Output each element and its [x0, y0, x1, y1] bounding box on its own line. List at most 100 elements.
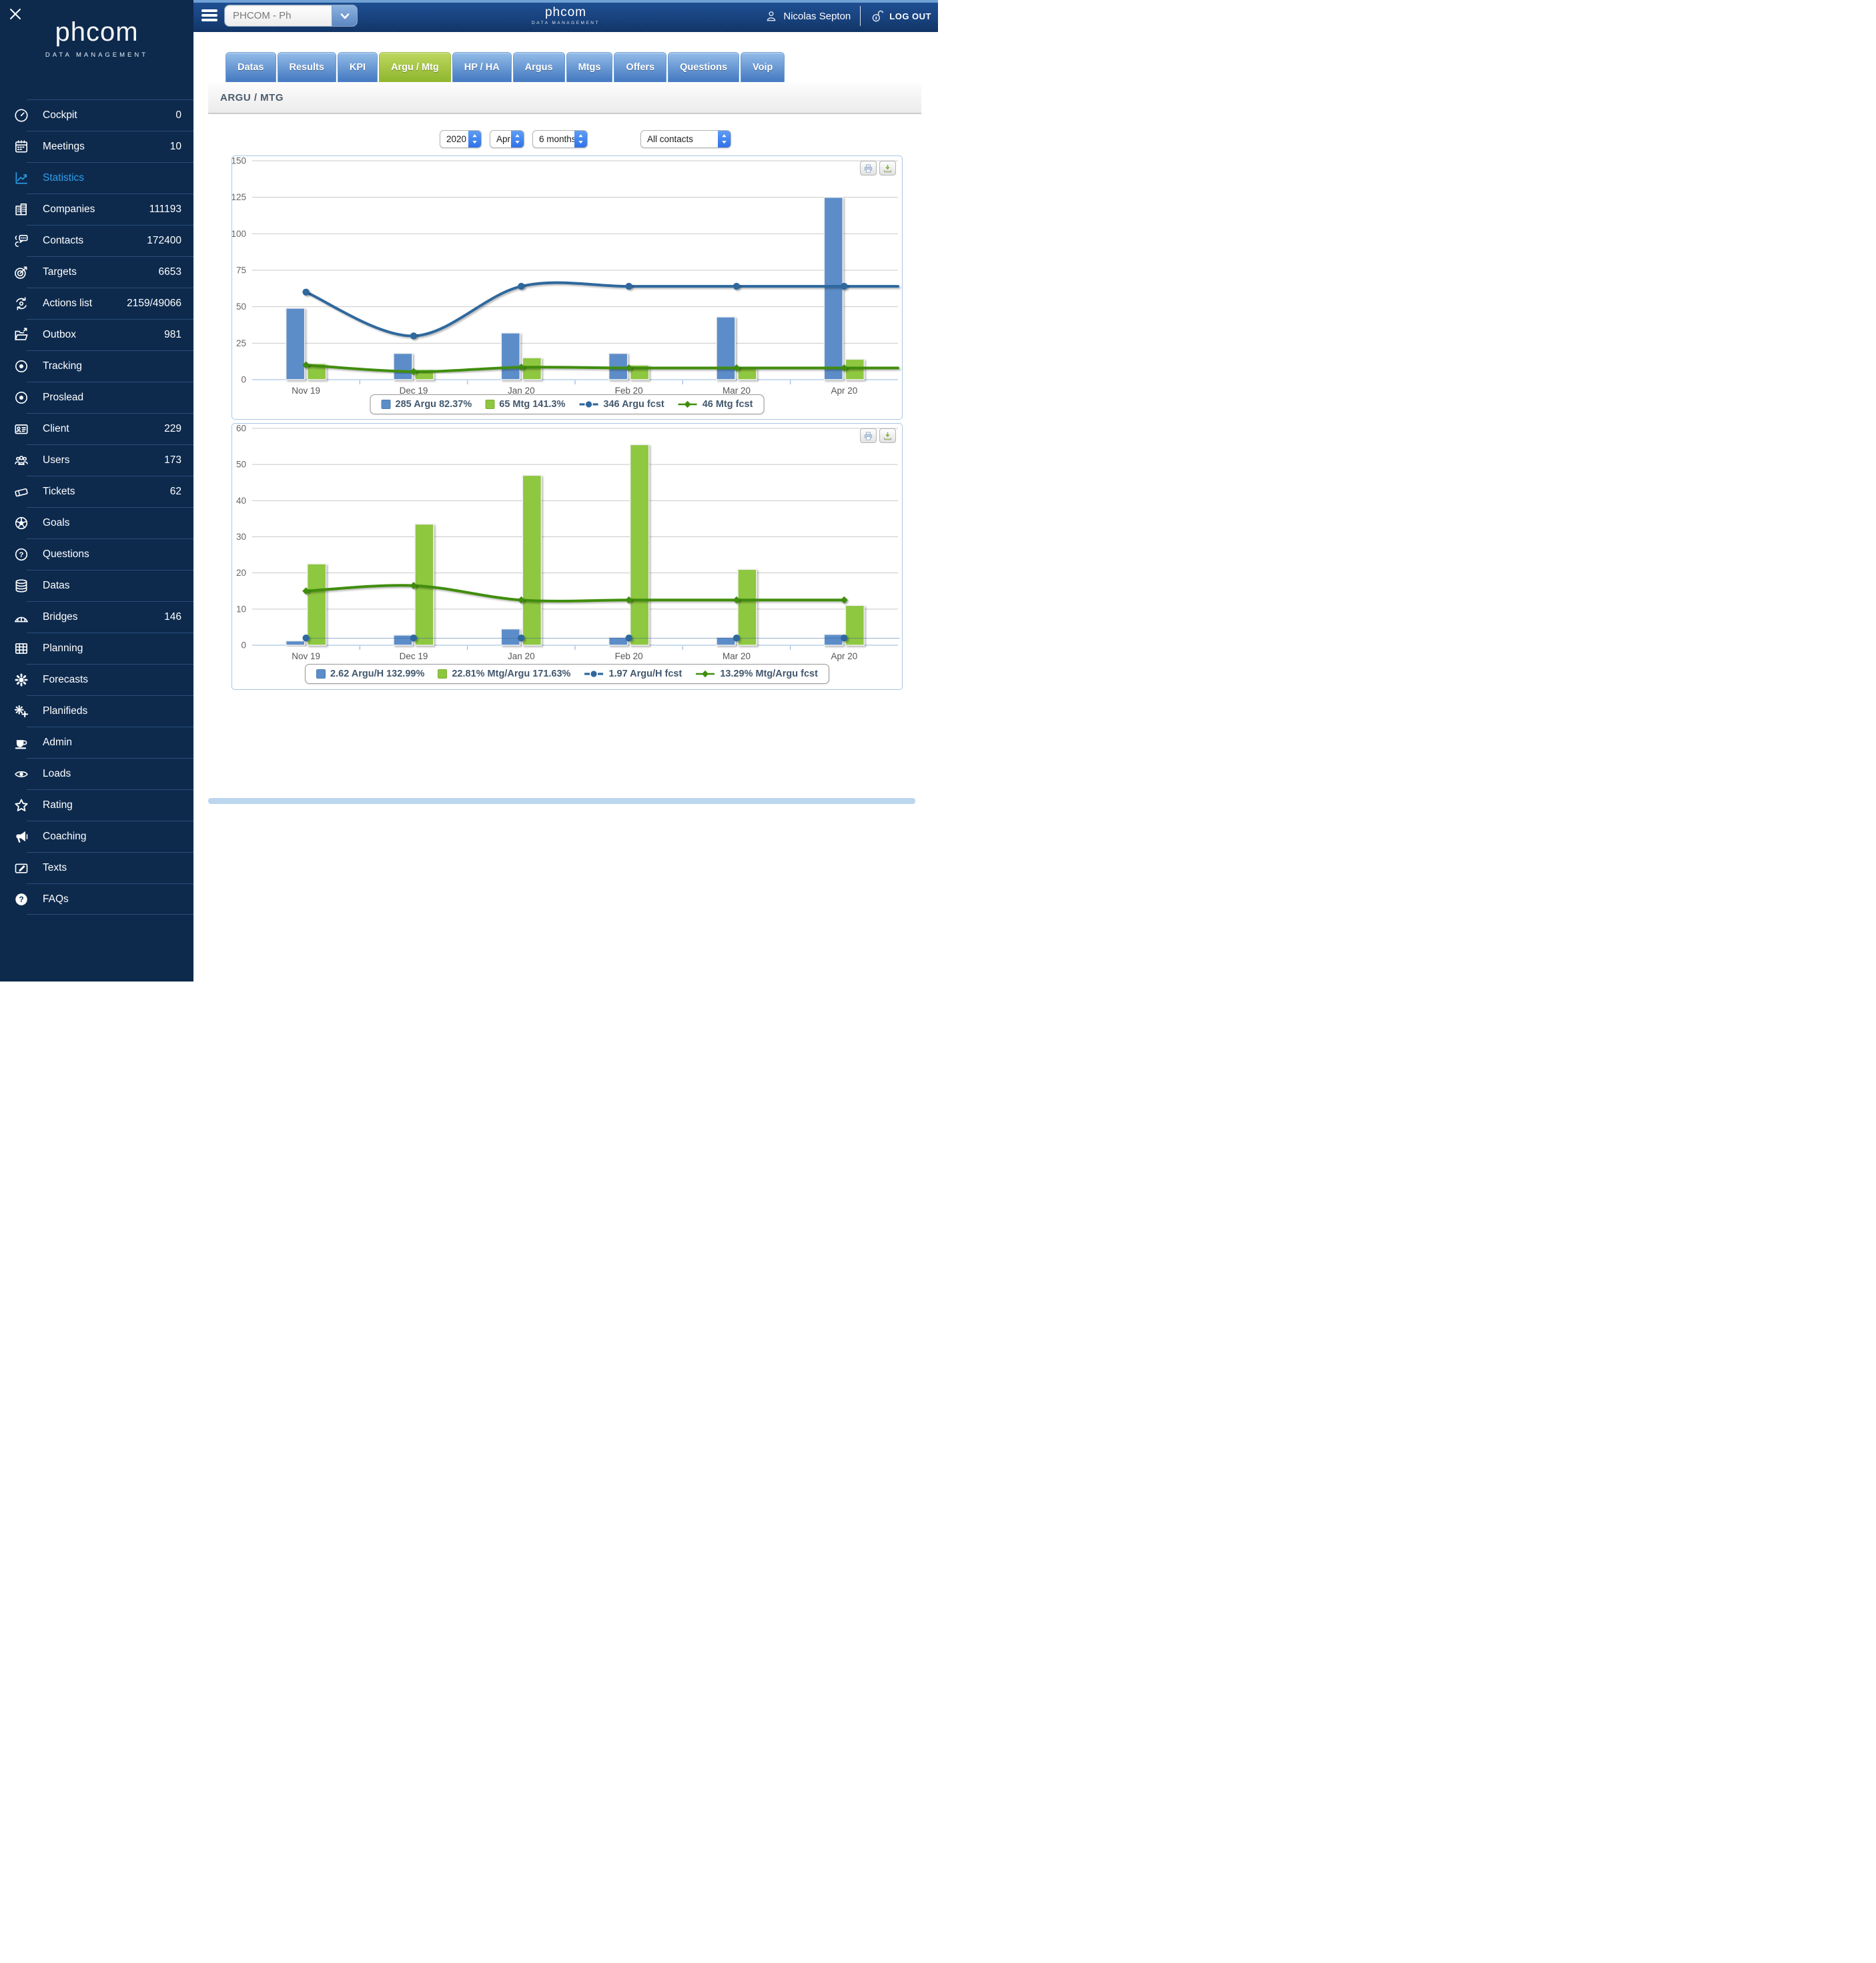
svg-text:100: 100 — [232, 229, 246, 239]
sidebar-item-count: 0 — [175, 109, 181, 121]
svg-text:?: ? — [19, 895, 23, 904]
notepad-pencil-icon — [13, 860, 29, 876]
star-icon — [13, 797, 29, 813]
sidebar-item-users[interactable]: Users 173 — [0, 444, 193, 476]
sidebar-item-outbox[interactable]: Outbox 981 — [0, 319, 193, 350]
sync-gear-icon — [13, 296, 29, 312]
svg-text:50: 50 — [236, 302, 246, 312]
tab-hp-ha[interactable]: HP / HA — [452, 52, 512, 82]
svg-text:Mar 20: Mar 20 — [723, 651, 751, 661]
sidebar-item-label: Admin — [43, 736, 72, 748]
sidebar-item-forecasts[interactable]: Forecasts — [0, 664, 193, 695]
tab-label: KPI — [349, 62, 366, 73]
period-select[interactable]: 6 months — [532, 130, 588, 148]
legend-item: 285 Argu 82.37% — [381, 399, 472, 410]
sidebar-item-planifieds[interactable]: Planifieds — [0, 695, 193, 727]
gears-icon — [13, 703, 29, 719]
sidebar-item-companies[interactable]: Companies 111193 — [0, 193, 193, 225]
month-select-value: Apr — [496, 134, 511, 144]
svg-text:60: 60 — [236, 424, 246, 434]
question-solid-icon: ? — [13, 891, 29, 907]
unlock-icon — [870, 9, 884, 23]
sidebar-item-label: Tracking — [43, 360, 82, 372]
close-icon[interactable] — [8, 7, 23, 21]
tab-argus[interactable]: Argus — [512, 52, 565, 82]
svg-text:Jan 20: Jan 20 — [508, 386, 535, 396]
legend-item: 13.29% Mtg/Argu fcst — [695, 669, 818, 679]
tab-mtgs[interactable]: Mtgs — [566, 52, 613, 82]
sidebar-item-rating[interactable]: Rating — [0, 789, 193, 821]
sidebar-item-count: 6653 — [158, 266, 181, 278]
chevron-down-icon — [332, 5, 357, 26]
sidebar-item-meetings[interactable]: Meetings 10 — [0, 131, 193, 162]
sidebar-item-faqs[interactable]: ? FAQs — [0, 883, 193, 915]
print-button[interactable] — [860, 428, 877, 443]
year-select[interactable]: 2020 — [440, 130, 482, 148]
sidebar-item-label: Statistics — [43, 171, 85, 183]
company-select[interactable]: PHCOM - Ph — [224, 5, 358, 27]
sidebar-item-client[interactable]: Client 229 — [0, 413, 193, 444]
sidebar-logo: phcom DATA MANAGEMENT — [0, 17, 193, 59]
svg-text:?: ? — [19, 550, 24, 558]
horizontal-scrollbar[interactable] — [208, 798, 915, 804]
sidebar-item-tickets[interactable]: Tickets 62 — [0, 476, 193, 507]
sidebar-item-actions-list[interactable]: Actions list 2159/49066 — [0, 288, 193, 319]
tab-questions[interactable]: Questions — [668, 52, 740, 82]
logout-button[interactable]: LOG OUT — [870, 9, 931, 23]
sidebar-item-label: Planning — [43, 642, 83, 654]
sidebar-item-coaching[interactable]: Coaching — [0, 821, 193, 852]
eye-icon — [13, 766, 29, 782]
soccer-ball-icon — [13, 515, 29, 531]
chart-canvas-1: 0 10 20 30 40 50 60 Nov 19 Dec 19 Jan 20 Feb 20 Mar… — [236, 424, 899, 661]
sidebar-item-goals[interactable]: Goals — [0, 507, 193, 538]
sidebar-item-targets[interactable]: Targets 6653 — [0, 256, 193, 288]
legend-label: 65 Mtg 141.3% — [499, 399, 566, 410]
legend-item: 22.81% Mtg/Argu 171.63% — [438, 669, 570, 679]
sidebar-item-planning[interactable]: Planning — [0, 633, 193, 664]
sidebar-item-count: 229 — [164, 422, 181, 434]
tab-offers[interactable]: Offers — [614, 52, 667, 82]
sidebar-item-statistics[interactable]: Statistics — [0, 162, 193, 193]
sidebar-item-datas[interactable]: Datas — [0, 570, 193, 601]
sidebar-item-texts[interactable]: Texts — [0, 852, 193, 883]
tab-kpi[interactable]: KPI — [337, 52, 378, 82]
legend-line-circle-icon — [584, 670, 604, 678]
calendar-icon — [13, 139, 29, 155]
svg-text:40: 40 — [236, 496, 246, 506]
users-icon — [13, 452, 29, 468]
sidebar-item-contacts[interactable]: Contacts 172400 — [0, 225, 193, 256]
legend-label: 1.97 Argu/H fcst — [608, 669, 682, 679]
svg-text:30: 30 — [236, 532, 246, 542]
svg-text:Dec 19: Dec 19 — [400, 651, 428, 661]
svg-text:Jan 20: Jan 20 — [508, 651, 535, 661]
tab-results[interactable]: Results — [277, 52, 336, 82]
sidebar-item-questions[interactable]: ? Questions — [0, 538, 193, 570]
chart-legend-0: 285 Argu 82.37% 65 Mtg 141.3% 346 Argu fcs… — [370, 394, 765, 414]
gauge-icon — [13, 107, 29, 123]
circle-dot-icon — [13, 358, 29, 374]
sidebar-item-admin[interactable]: Admin — [0, 727, 193, 758]
legend-label: 2.62 Argu/H 132.99% — [330, 669, 425, 679]
sidebar-item-bridges[interactable]: Bridges 146 — [0, 601, 193, 633]
sidebar-item-cockpit[interactable]: Cockpit 0 — [0, 99, 193, 131]
download-button[interactable] — [879, 161, 896, 175]
sidebar-item-label: Users — [43, 454, 70, 466]
sidebar-item-label: Questions — [43, 548, 89, 560]
hamburger-menu-icon[interactable] — [201, 9, 217, 23]
tab-argu-mtg[interactable]: Argu / Mtg — [379, 52, 451, 82]
sidebar-item-label: Goals — [43, 516, 70, 528]
month-select[interactable]: Apr — [490, 130, 524, 148]
sidebar-item-proslead[interactable]: Proslead — [0, 382, 193, 413]
legend-swatch — [485, 400, 495, 409]
user-name: Nicolas Septon — [783, 10, 851, 22]
sidebar-item-label: Cockpit — [43, 109, 77, 121]
print-button[interactable] — [860, 161, 877, 175]
user-menu[interactable]: Nicolas Septon — [765, 9, 851, 23]
tab-datas[interactable]: Datas — [225, 52, 276, 82]
line-chart-icon — [13, 170, 29, 186]
download-button[interactable] — [879, 428, 896, 443]
contacts-select[interactable]: All contacts — [640, 130, 731, 148]
tab-voip[interactable]: Voip — [741, 52, 785, 82]
sidebar-item-tracking[interactable]: Tracking — [0, 350, 193, 382]
sidebar-item-loads[interactable]: Loads — [0, 758, 193, 789]
